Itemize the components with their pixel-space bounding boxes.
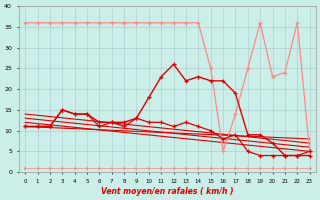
X-axis label: Vent moyen/en rafales ( km/h ): Vent moyen/en rafales ( km/h )	[101, 187, 234, 196]
